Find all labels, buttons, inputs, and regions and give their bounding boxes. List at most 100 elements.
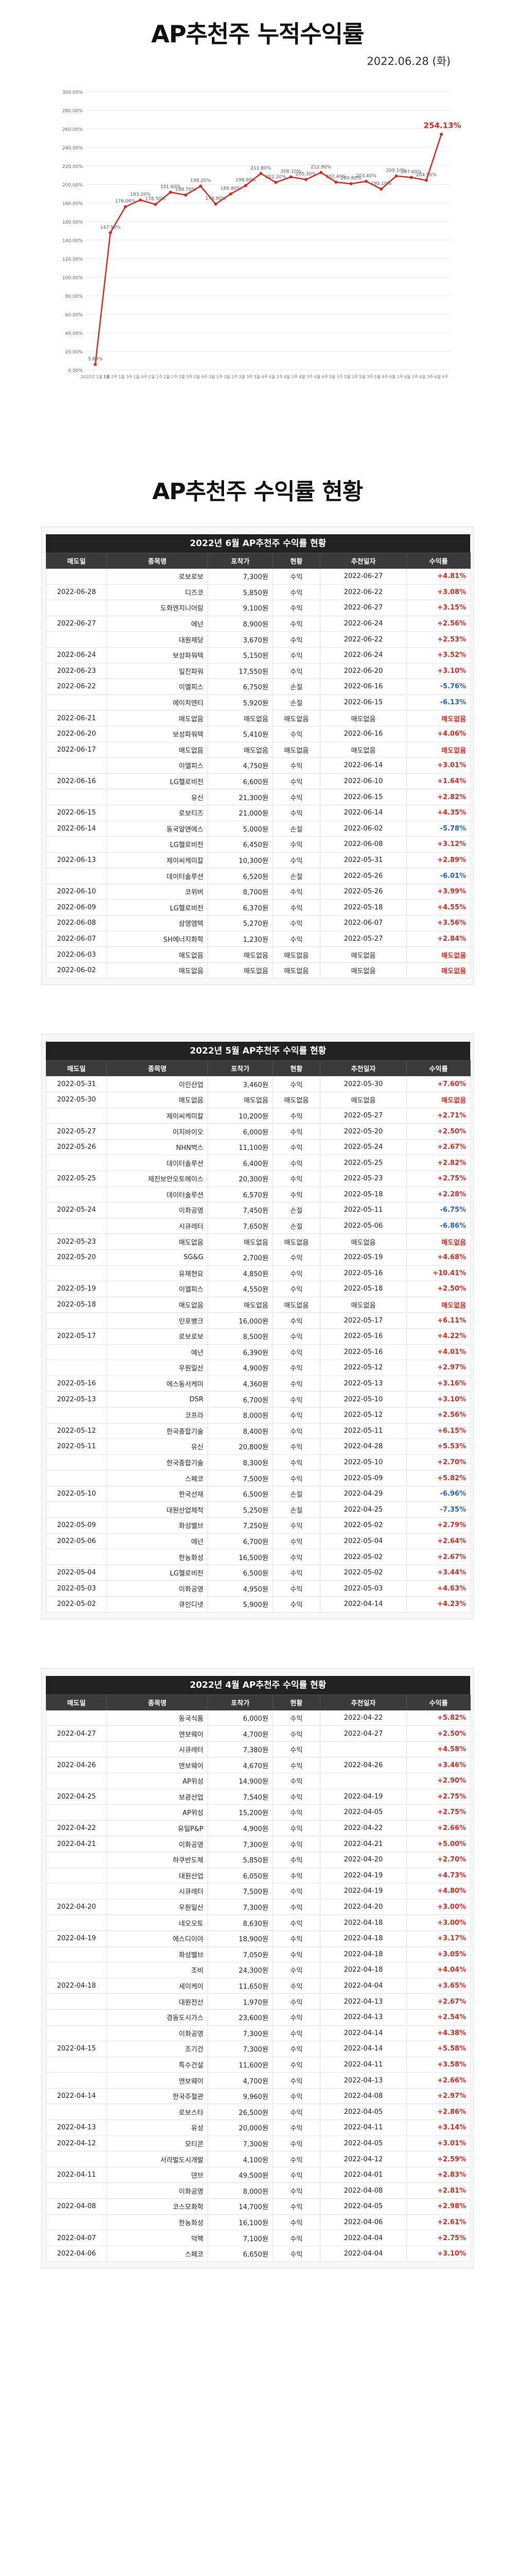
column-header: 현황 — [272, 553, 320, 569]
sell-date-cell: 2022-05-04 — [46, 1564, 107, 1581]
sell-date-cell — [46, 836, 107, 853]
recommend-date-cell: 2022-05-24 — [320, 1139, 407, 1156]
price-cell: 매도없음 — [208, 946, 273, 963]
stock-name-cell: 매도없음 — [107, 1233, 208, 1250]
price-cell: 매도없음 — [208, 710, 273, 726]
stock-name-cell: 화성밸브 — [107, 1517, 208, 1534]
sell-date-cell: 2022-05-26 — [46, 1139, 107, 1156]
stock-name-cell: 보성파워텍 — [107, 647, 208, 664]
table-row: 한국종합기술 8,300원 수익 2022-05-10 +2.70% — [46, 1454, 471, 1471]
stock-name-cell: 스페코 — [107, 1470, 208, 1486]
stock-name-cell: 에이치엔티 — [107, 694, 208, 711]
status-cell: 매도없음 — [272, 1233, 320, 1250]
price-cell: 18,900원 — [208, 1930, 273, 1947]
stock-name-cell: 보광산업 — [107, 1788, 208, 1805]
data-label: 189.80% — [220, 186, 241, 191]
stock-name-cell: 데이터솔루션 — [107, 868, 208, 884]
status-cell: 수익 — [272, 1344, 320, 1361]
x-tick-label: 2월 2주 — [163, 374, 177, 379]
recommend-date-cell: 2022-04-01 — [320, 2166, 407, 2183]
table-row: 2022-06-24 보성파워텍 5,150원 수익 2022-06-24 +3.52% — [46, 647, 471, 664]
price-cell: 14,700원 — [208, 2198, 273, 2215]
sell-date-cell: 2022-04-13 — [46, 2120, 107, 2136]
column-header: 현황 — [272, 1060, 320, 1077]
data-point — [380, 187, 383, 191]
report-date: 2022.06.28 (화) — [367, 55, 451, 67]
status-cell: 수익 — [272, 1470, 320, 1486]
sell-date-cell: 2022-06-16 — [46, 773, 107, 790]
status-cell: 수익 — [272, 600, 320, 616]
status-cell: 수익 — [272, 757, 320, 774]
recommend-date-cell: 2022-04-14 — [320, 2025, 407, 2042]
status-cell: 수익 — [272, 1773, 320, 1789]
recommend-date-cell: 2022-06-15 — [320, 694, 407, 711]
recommend-date-cell: 2022-06-27 — [320, 568, 407, 585]
column-header: 수익률 — [406, 1694, 471, 1710]
status-cell: 수익 — [272, 1946, 320, 1963]
table-row: 2022-04-15 조기건 7,300원 수익 2022-04-14 +5.58% — [46, 2041, 471, 2057]
recommend-date-cell: 2022-04-08 — [320, 2182, 407, 2199]
stock-name-cell: 매도없음 — [107, 1296, 208, 1313]
sell-date-cell — [46, 694, 107, 711]
recommend-date-cell: 2022-05-13 — [320, 1375, 407, 1392]
status-cell: 수익 — [272, 1851, 320, 1868]
stock-name-cell: 대원산업체적 — [107, 1501, 208, 1518]
table-row: 2022-06-10 코위버 8,700원 수익 2022-05-26 +3.99% — [46, 883, 471, 900]
status-cell: 수익 — [272, 1725, 320, 1742]
table-row: 서라벌도시개발 4,100원 수익 2022-04-12 +2.59% — [46, 2151, 471, 2167]
recommend-date-cell: 2022-04-18 — [320, 1962, 407, 1978]
sell-date-cell — [46, 1773, 107, 1789]
column-header: 종목명 — [107, 1694, 208, 1710]
return-cell: +2.75% — [406, 2230, 471, 2246]
recommend-date-cell: 2022-04-19 — [320, 1788, 407, 1805]
status-cell: 수익 — [272, 1899, 320, 1916]
sell-date-cell — [46, 600, 107, 616]
data-point — [124, 205, 127, 209]
stock-name-cell: 서라벌도시개발 — [107, 2151, 208, 2167]
sell-date-cell — [46, 1867, 107, 1884]
stock-name-cell: 우원일산 — [107, 1360, 208, 1376]
price-cell: 6,600원 — [208, 773, 273, 790]
return-cell: +2.84% — [406, 930, 471, 947]
price-cell: 매도없음 — [208, 1092, 273, 1108]
stock-name-cell: AP위성 — [107, 1804, 208, 1821]
status-cell: 수익 — [272, 1265, 320, 1282]
recommend-date-cell: 2022-04-05 — [320, 2104, 407, 2121]
data-point — [304, 178, 308, 181]
return-cell: +2.89% — [406, 852, 471, 869]
price-cell: 7,650원 — [208, 1217, 273, 1234]
price-cell: 7,300원 — [208, 1836, 273, 1852]
x-tick-label: 2월 4주 — [194, 374, 208, 379]
table-row: 2022-05-13 DSR 6,700원 수익 2022-05-10 +3.10% — [46, 1391, 471, 1408]
sell-date-cell: 2022-04-14 — [46, 2088, 107, 2105]
table-row: 2022-05-23 매도없음 매도없음 매도없음 매도없음 매도없음 — [46, 1233, 471, 1250]
column-header: 종목명 — [107, 553, 208, 569]
data-label: 5.89% — [88, 357, 103, 362]
recommend-date-cell: 2022-05-16 — [320, 1265, 407, 1282]
stock-name-cell: 우원일산 — [107, 1899, 208, 1916]
sell-date-cell — [46, 868, 107, 884]
table-row: 2022-04-20 우원일산 7,300원 수익 2022-04-20 +3.00% — [46, 1899, 471, 1916]
stock-name-cell: 유일P&P — [107, 1820, 208, 1837]
stock-name-cell: 보성파워텍 — [107, 725, 208, 742]
data-label: 176.00% — [115, 199, 135, 204]
return-cell: +2.56% — [406, 1406, 471, 1423]
status-cell: 수익 — [272, 1549, 320, 1565]
return-cell: 매도없음 — [406, 1296, 471, 1313]
status-cell: 수익 — [272, 1375, 320, 1392]
recommend-date-cell: 2022-04-05 — [320, 2198, 407, 2215]
data-point — [319, 171, 323, 174]
return-cell: +6.11% — [406, 1312, 471, 1329]
recommend-date-cell: 2022-05-09 — [320, 1470, 407, 1486]
return-cell: +4.80% — [406, 1883, 471, 1900]
data-label: 198.20% — [190, 178, 211, 183]
price-cell: 5,150원 — [208, 647, 273, 664]
column-header: 매도일 — [46, 1060, 107, 1077]
price-cell: 4,100원 — [208, 2151, 273, 2167]
stock-name-cell: 유신 — [107, 1438, 208, 1455]
data-point — [184, 193, 187, 197]
price-cell: 7,500원 — [208, 1470, 273, 1486]
recommend-date-cell: 2022-05-26 — [320, 883, 407, 900]
status-cell: 수익 — [272, 1171, 320, 1187]
table-row: 2022-05-20 SG&G 2,700원 수익 2022-05-19 +4.68% — [46, 1249, 471, 1266]
